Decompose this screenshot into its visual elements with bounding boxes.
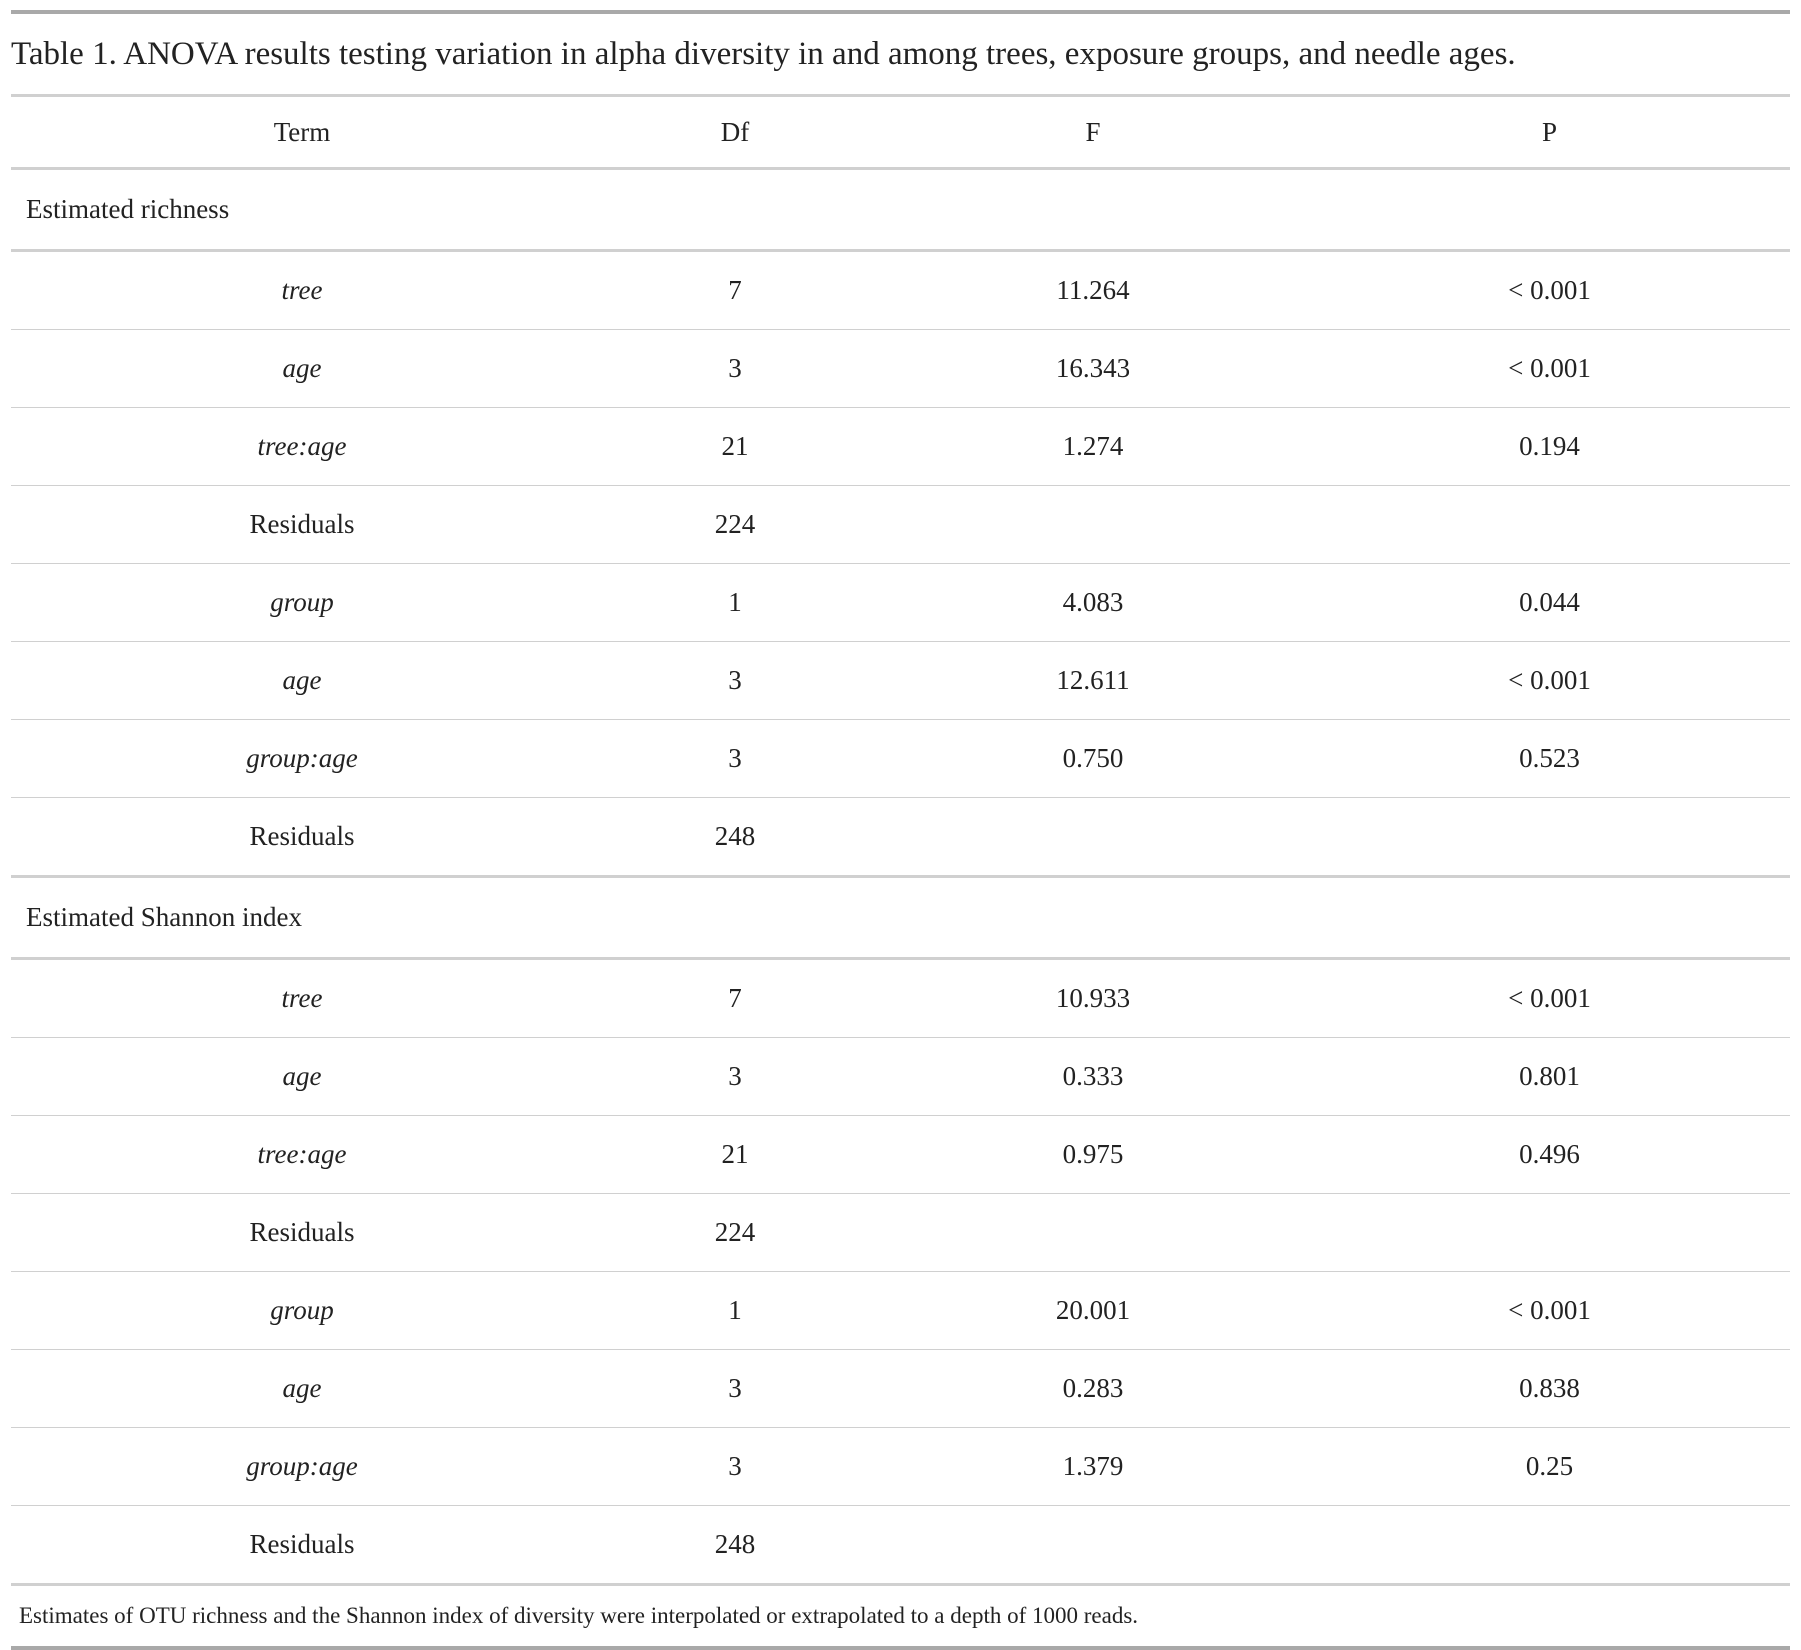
- value-cell: 0.975: [877, 1115, 1309, 1194]
- data-row: tree 7 10.933 < 0.001: [11, 958, 1790, 1038]
- value-cell: < 0.001: [1309, 250, 1790, 330]
- value-cell: 0.333: [877, 1037, 1309, 1116]
- value-cell: 224: [593, 1193, 877, 1272]
- term-cell: tree:age: [11, 407, 593, 486]
- term-cell: age: [11, 329, 593, 408]
- value-cell: 4.083: [877, 563, 1309, 642]
- term-cell: Residuals: [11, 1193, 593, 1272]
- term-cell: tree: [11, 250, 593, 330]
- value-cell: [1309, 797, 1790, 878]
- value-cell: 3: [593, 719, 877, 798]
- value-cell: 0.283: [877, 1349, 1309, 1428]
- value-cell: 3: [593, 329, 877, 408]
- value-cell: 1: [593, 1271, 877, 1350]
- term-cell: group:age: [11, 1427, 593, 1506]
- term-cell: age: [11, 641, 593, 720]
- term-cell: tree:age: [11, 1115, 593, 1194]
- footnote: Estimates of OTU richness and the Shanno…: [19, 1603, 1139, 1628]
- column-header: F: [877, 97, 1309, 170]
- value-cell: 7: [593, 250, 877, 330]
- value-cell: 1.274: [877, 407, 1309, 486]
- column-header: P: [1309, 97, 1790, 170]
- term-cell: Residuals: [11, 797, 593, 878]
- data-row: tree:age 21 1.274 0.194: [11, 407, 1790, 486]
- table-section: Estimated richness tree 7 11.264 < 0.001 age 3…: [11, 168, 1790, 878]
- value-cell: 3: [593, 1427, 877, 1506]
- term-cell: Residuals: [11, 1505, 593, 1586]
- data-row: tree:age 21 0.975 0.496: [11, 1115, 1790, 1194]
- value-cell: [877, 1193, 1309, 1272]
- data-row: group 1 20.001 < 0.001: [11, 1271, 1790, 1350]
- value-cell: [877, 797, 1309, 878]
- value-cell: < 0.001: [1309, 958, 1790, 1038]
- term-cell: tree: [11, 958, 593, 1038]
- value-cell: 12.611: [877, 641, 1309, 720]
- value-cell: [877, 485, 1309, 564]
- value-cell: 0.194: [1309, 407, 1790, 486]
- data-row: age 3 12.611 < 0.001: [11, 641, 1790, 720]
- data-row: age 3 16.343 < 0.001: [11, 329, 1790, 408]
- value-cell: 10.933: [877, 958, 1309, 1038]
- value-cell: 21: [593, 1115, 877, 1194]
- value-cell: 248: [593, 1505, 877, 1586]
- data-row: tree 7 11.264 < 0.001: [11, 250, 1790, 330]
- value-cell: < 0.001: [1309, 329, 1790, 408]
- data-row: Residuals 248: [11, 1505, 1790, 1586]
- term-cell: age: [11, 1349, 593, 1428]
- anova-table: Term Df F P Estimated richness tree 7 11.264 < …: [11, 97, 1790, 1586]
- term-cell: group: [11, 563, 593, 642]
- value-cell: 21: [593, 407, 877, 486]
- table-section: Estimated Shannon index tree 7 10.933 < 0.00…: [11, 876, 1790, 1586]
- value-cell: 0.801: [1309, 1037, 1790, 1116]
- table-title: Table 1. ANOVA results testing variation…: [11, 14, 1790, 97]
- value-cell: 3: [593, 1037, 877, 1116]
- value-cell: < 0.001: [1309, 1271, 1790, 1350]
- term-cell: age: [11, 1037, 593, 1116]
- section-row: Estimated richness: [11, 168, 1790, 252]
- column-header: Df: [593, 97, 877, 170]
- value-cell: 20.001: [877, 1271, 1309, 1350]
- value-cell: < 0.001: [1309, 641, 1790, 720]
- column-header: Term: [11, 97, 593, 170]
- value-cell: 248: [593, 797, 877, 878]
- value-cell: 11.264: [877, 250, 1309, 330]
- table-header: Term Df F P: [11, 97, 1790, 170]
- value-cell: 0.25: [1309, 1427, 1790, 1506]
- section-label: Estimated Shannon index: [11, 876, 1790, 960]
- term-cell: Residuals: [11, 485, 593, 564]
- table-frame: Table 1. ANOVA results testing variation…: [11, 10, 1790, 1650]
- section-row: Estimated Shannon index: [11, 876, 1790, 960]
- value-cell: 0.838: [1309, 1349, 1790, 1428]
- term-cell: group:age: [11, 719, 593, 798]
- data-row: age 3 0.333 0.801: [11, 1037, 1790, 1116]
- header-row: Term Df F P: [11, 97, 1790, 170]
- value-cell: [1309, 1193, 1790, 1272]
- data-row: Residuals 248: [11, 797, 1790, 878]
- data-row: group:age 3 0.750 0.523: [11, 719, 1790, 798]
- value-cell: 1.379: [877, 1427, 1309, 1506]
- value-cell: [1309, 485, 1790, 564]
- term-cell: group: [11, 1271, 593, 1350]
- value-cell: 3: [593, 641, 877, 720]
- value-cell: [877, 1505, 1309, 1586]
- value-cell: 1: [593, 563, 877, 642]
- value-cell: 16.343: [877, 329, 1309, 408]
- data-row: Residuals 224: [11, 485, 1790, 564]
- value-cell: 0.044: [1309, 563, 1790, 642]
- data-row: group 1 4.083 0.044: [11, 563, 1790, 642]
- value-cell: 7: [593, 958, 877, 1038]
- section-label: Estimated richness: [11, 168, 1790, 252]
- value-cell: 0.496: [1309, 1115, 1790, 1194]
- value-cell: 0.523: [1309, 719, 1790, 798]
- value-cell: 224: [593, 485, 877, 564]
- data-row: group:age 3 1.379 0.25: [11, 1427, 1790, 1506]
- data-row: Residuals 224: [11, 1193, 1790, 1272]
- value-cell: 3: [593, 1349, 877, 1428]
- data-row: age 3 0.283 0.838: [11, 1349, 1790, 1428]
- value-cell: 0.750: [877, 719, 1309, 798]
- value-cell: [1309, 1505, 1790, 1586]
